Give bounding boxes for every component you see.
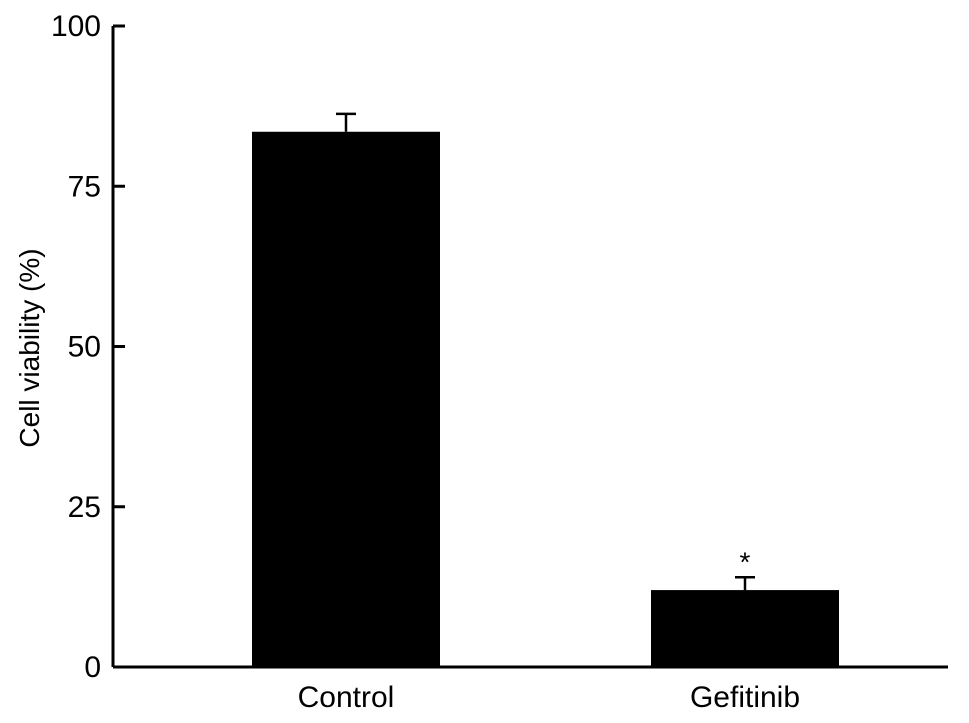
y-tick-label-25: 25	[68, 491, 101, 524]
x-ticks-group: Control Gefitinib	[298, 681, 800, 714]
y-ticks-group: 0 25 50 75 100	[51, 10, 125, 684]
axes-group	[111, 26, 948, 669]
error-bars-group	[336, 112, 755, 591]
y-tick-label-100: 100	[51, 10, 101, 43]
bar-control	[252, 131, 440, 667]
y-tick-label-0: 0	[84, 651, 101, 684]
annotations-group: *	[740, 546, 751, 577]
significance-marker: *	[740, 546, 751, 577]
x-tick-label-control: Control	[298, 681, 395, 714]
y-axis-title: Cell viability (%)	[14, 248, 45, 447]
bar-gefitinib	[651, 590, 839, 667]
bars-group	[252, 131, 839, 667]
y-tick-label-50: 50	[68, 331, 101, 364]
x-tick-label-gefitinib: Gefitinib	[690, 681, 800, 714]
y-tick-label-75: 75	[68, 170, 101, 203]
